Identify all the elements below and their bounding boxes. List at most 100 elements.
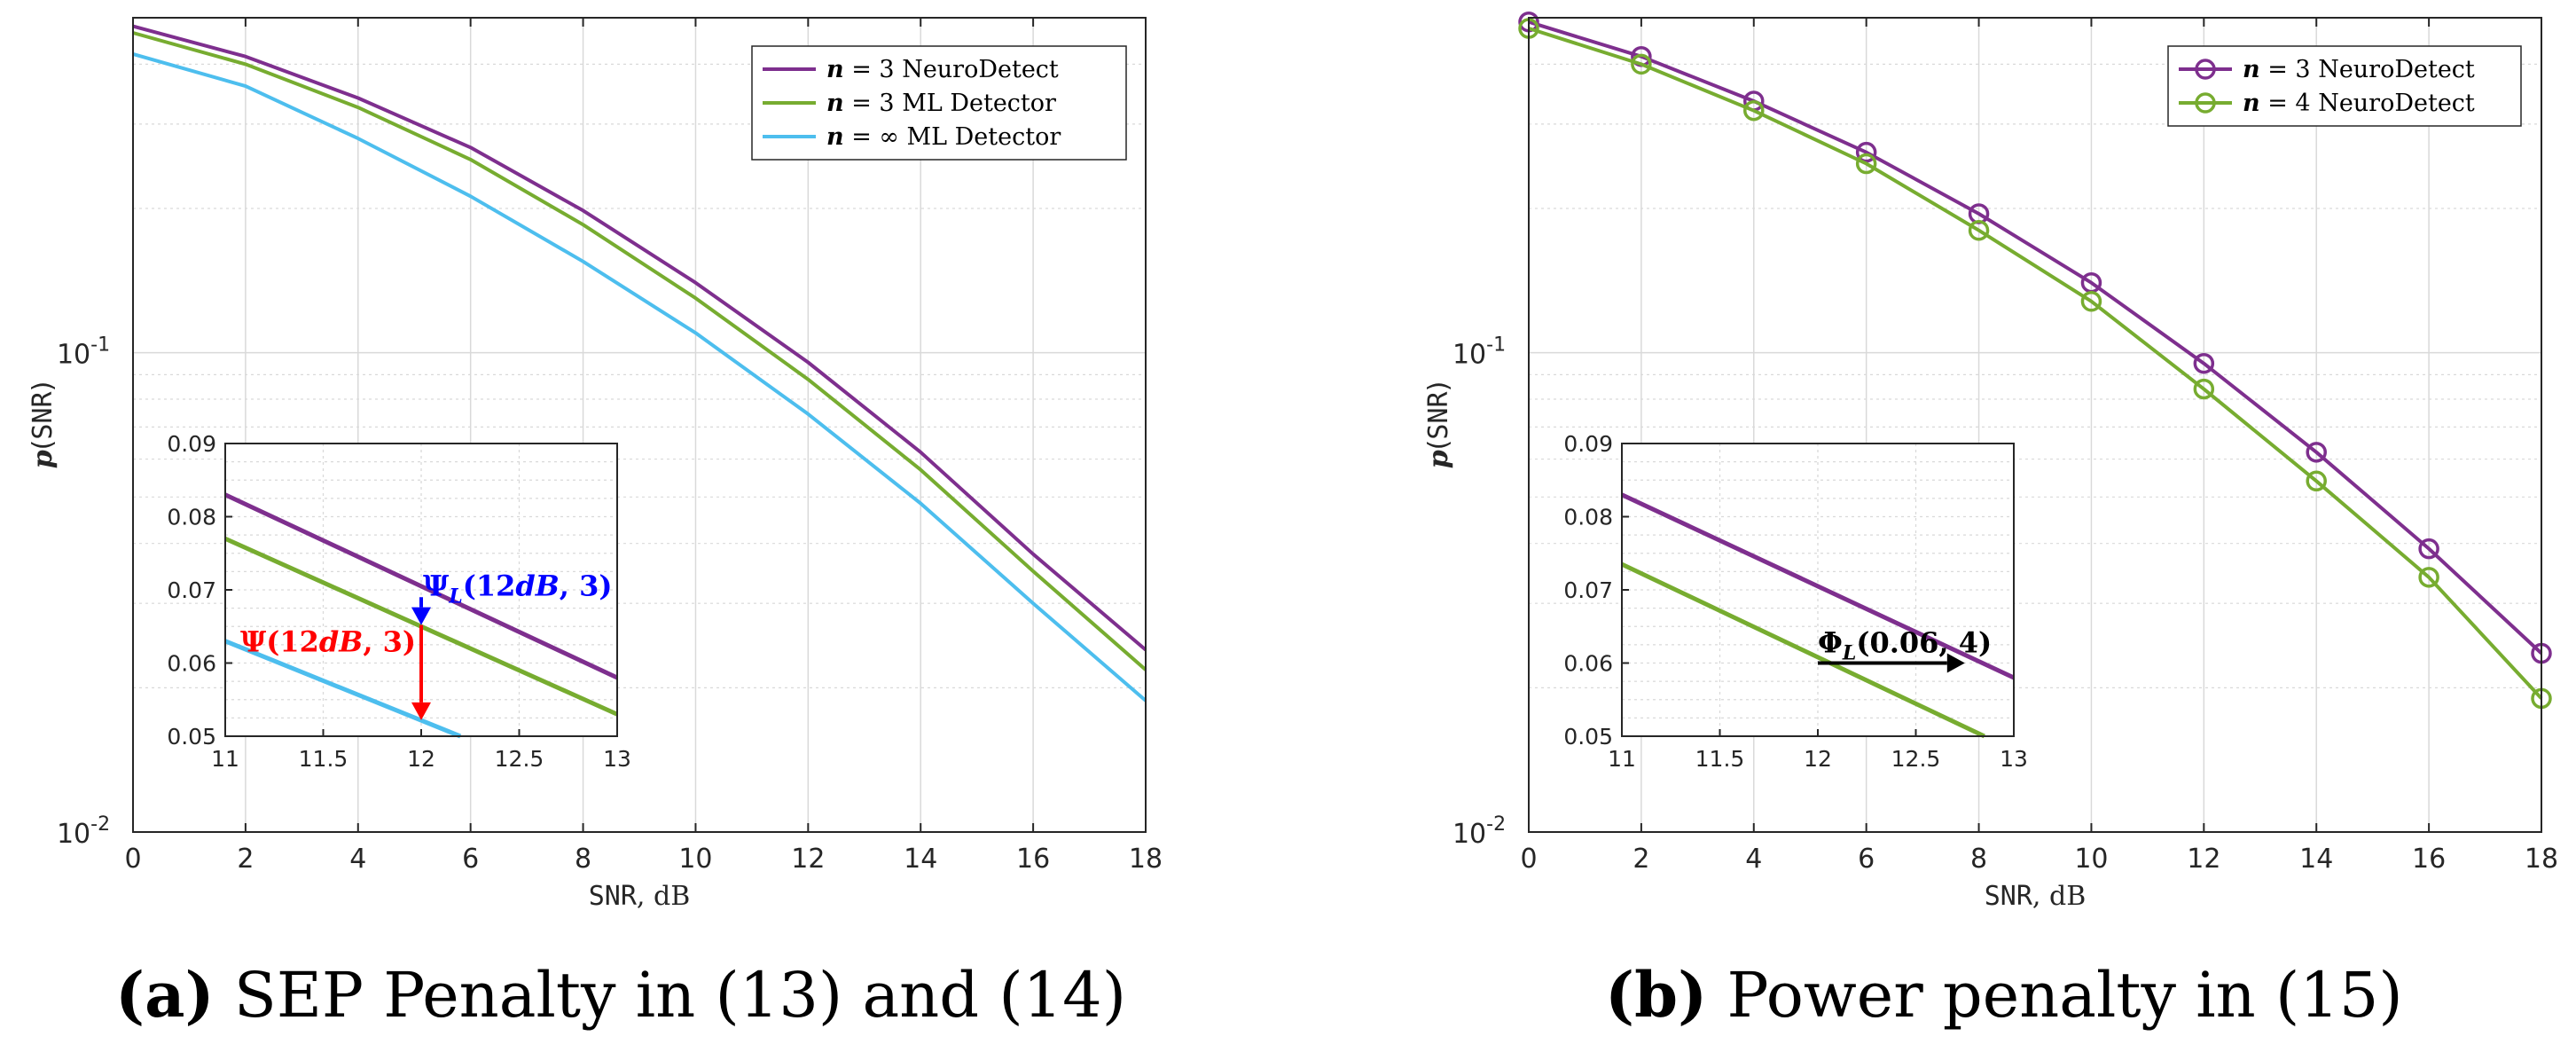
legend-entry-label: n = 3 ML Detector xyxy=(826,90,1056,117)
x-tick-label: 18 xyxy=(1129,844,1163,875)
legend-entry-label: n = ∞ ML Detector xyxy=(826,123,1061,151)
annotation-symbol: Ψ xyxy=(423,569,450,602)
inset-x-tick-label: 13 xyxy=(603,746,631,772)
x-axis-label-snr: SNR xyxy=(589,881,638,912)
legend-n: n xyxy=(826,90,844,117)
x-tick-label: 2 xyxy=(1633,844,1649,875)
y-tick-exponent: -1 xyxy=(90,334,110,357)
annotation-label: ΦL(0.06, 4) xyxy=(1818,626,1992,665)
inset-y-tick-label: 0.06 xyxy=(167,651,216,677)
series-2 xyxy=(132,51,1147,703)
y-tick-base: 10 xyxy=(57,819,90,850)
inset-x-tick-label: 11 xyxy=(211,746,239,772)
y-axis-label-snr: SNR xyxy=(1423,390,1454,439)
annotation-arrow-head xyxy=(411,702,431,720)
series-line xyxy=(1528,27,2543,700)
inset-zoom: 11 11.5 12 12.5 13 0.05 0.06 0.07 0.08 0.09 ΦL(0.0… xyxy=(1563,431,2028,772)
legend-entry-label: n = 3 NeuroDetect xyxy=(826,56,1059,83)
caption-b: (b) Power penalty in (15) xyxy=(1605,958,2403,1032)
inset-x-tick-label: 13 xyxy=(2000,746,2028,772)
y-axis-label-p: p xyxy=(1423,450,1454,468)
x-tick-label: 16 xyxy=(1016,844,1050,875)
inset-x-tick-label: 11.5 xyxy=(1695,746,1745,772)
series-1 xyxy=(132,31,1147,671)
inset-y-tick-label: 0.06 xyxy=(1563,651,1613,677)
inset-y-tick-label: 0.07 xyxy=(1563,577,1613,603)
series-line xyxy=(132,51,1147,703)
inset-y-tick-label: 0.08 xyxy=(1563,505,1613,530)
inset-series-line-0 xyxy=(223,492,619,680)
x-tick-label: 8 xyxy=(1970,844,1987,875)
annotation-label: Ψ(12dB, 3) xyxy=(240,625,416,659)
annotation-subscript: L xyxy=(1842,642,1856,665)
annotation-arrow-head xyxy=(411,607,431,625)
legend-rest: = ∞ ML Detector xyxy=(844,123,1061,151)
annotation-arg: (12 xyxy=(463,569,516,602)
y-tick-exponent: -1 xyxy=(1486,334,1506,357)
data-point xyxy=(2306,442,2327,463)
x-tick-label: 10 xyxy=(2074,844,2108,875)
annotation-symbol: Φ xyxy=(1818,626,1843,660)
caption-b-text: Power penalty in (15) xyxy=(1707,959,2403,1032)
y-tick-base: 10 xyxy=(1452,819,1486,850)
y-axis-label-p: p xyxy=(27,450,59,468)
x-tick-label: 16 xyxy=(2412,844,2446,875)
legend-rest: = 4 NeuroDetect xyxy=(2260,90,2475,117)
annotation-arg: (12 xyxy=(266,625,319,659)
y-tick-base: 10 xyxy=(1452,340,1486,371)
x-tick-label: 4 xyxy=(349,844,366,875)
data-point xyxy=(2080,290,2102,312)
inset-series-line-0 xyxy=(1620,492,2016,680)
annotation-unit: dB xyxy=(515,569,559,602)
y-tick-label: 10-1 xyxy=(1452,334,1506,371)
annotation-arg-tail: , 3) xyxy=(560,569,613,602)
inset-y-tick-label: 0.05 xyxy=(167,724,216,750)
legend-n: n xyxy=(826,123,844,151)
series-1 xyxy=(1518,18,2552,710)
x-tick-label: 12 xyxy=(2187,844,2220,875)
annotation-subscript: L xyxy=(448,585,462,608)
x-tick-label: 0 xyxy=(1520,844,1537,875)
y-tick-exponent: -2 xyxy=(90,813,110,836)
data-point xyxy=(1968,219,1990,241)
y-tick-label: 10-2 xyxy=(1452,813,1506,850)
data-point xyxy=(1855,141,1877,163)
x-tick-label: 14 xyxy=(904,844,937,875)
annotation-symbol: Ψ xyxy=(240,625,267,659)
legend-n: n xyxy=(2243,90,2260,117)
x-tick-label: 6 xyxy=(1858,844,1875,875)
inset-x-tick-label: 12.5 xyxy=(495,746,544,772)
series-line xyxy=(132,24,1147,652)
data-point xyxy=(2418,567,2439,588)
data-point xyxy=(1743,99,1765,122)
y-axis-label: p(SNR) xyxy=(27,381,59,469)
legend-n: n xyxy=(826,56,844,83)
y-axis-label-paren: ) xyxy=(1423,381,1454,392)
legend: n = 3 NeuroDetect n = 4 NeuroDetect xyxy=(2167,45,2522,127)
legend-entry-label: n = 3 NeuroDetect xyxy=(2243,56,2475,83)
y-axis-label-paren: ) xyxy=(27,381,59,392)
y-tick-label: 10-2 xyxy=(57,813,110,850)
annotation-unit: dB xyxy=(319,625,363,659)
inset-y-tick-label: 0.09 xyxy=(167,431,216,457)
inset-y-tick-label: 0.09 xyxy=(1563,431,1613,457)
legend-marker xyxy=(2195,92,2216,114)
inset-y-tick-label: 0.08 xyxy=(167,505,216,530)
caption-b-label: (b) xyxy=(1605,958,1708,1032)
inset-x-tick-label: 11.5 xyxy=(299,746,348,772)
x-tick-label: 6 xyxy=(462,844,479,875)
series-0 xyxy=(132,24,1147,652)
y-axis-label: p(SNR) xyxy=(1423,381,1454,469)
x-tick-label: 4 xyxy=(1745,844,1762,875)
inset-zoom: 11 11.5 12 12.5 130.050.060.070.080.09ΨL(12d… xyxy=(167,431,631,772)
x-axis-label-unit: , dB xyxy=(2032,881,2086,912)
annotation-0: ΦL(0.06, 4) xyxy=(1818,626,1992,673)
data-point xyxy=(2418,538,2439,560)
data-point xyxy=(2306,470,2327,492)
inset-x-tick-label: 12.5 xyxy=(1891,746,1941,772)
axes-box xyxy=(132,17,1147,833)
y-tick-exponent: -2 xyxy=(1486,813,1506,836)
